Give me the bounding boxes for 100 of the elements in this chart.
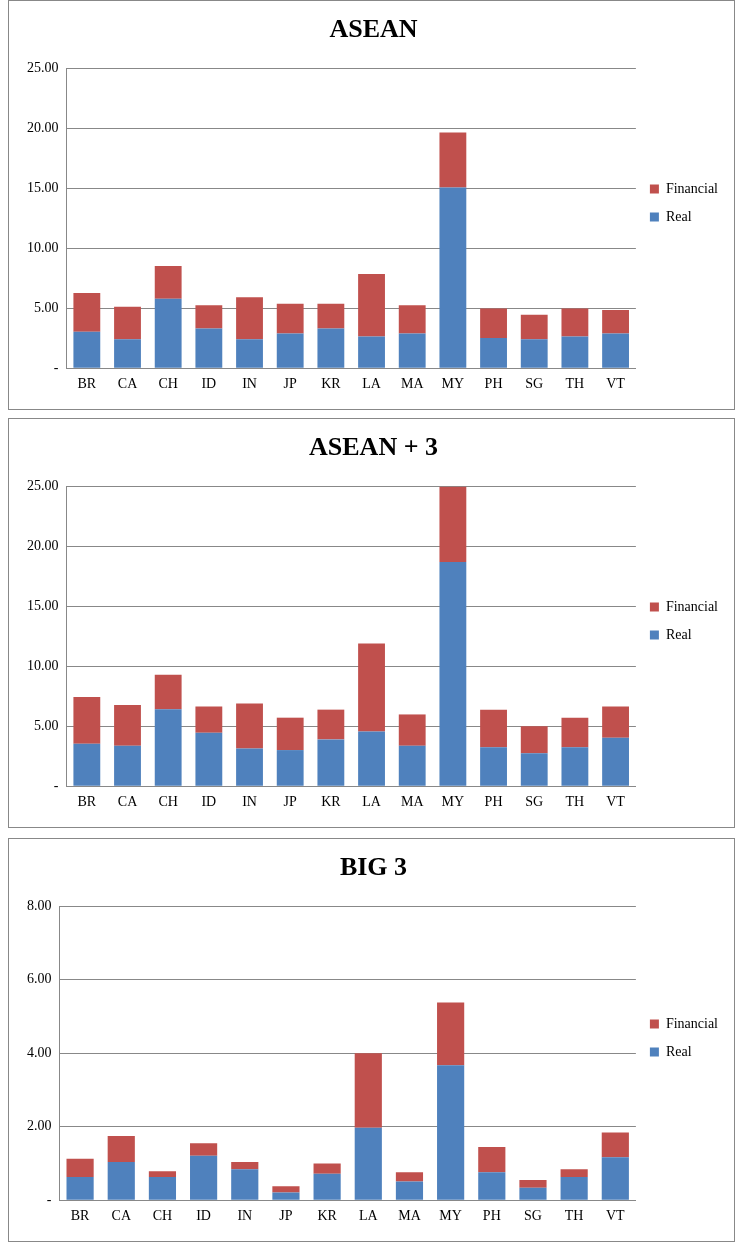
y-tick-label: 25.00 [27,477,59,493]
x-tick-label: CH [152,1208,173,1224]
bar [114,306,141,340]
bar [114,339,141,368]
x-tick-label: ID [196,1208,211,1224]
y-tick-label: 4.00 [27,1044,52,1060]
y-tick-label: 15.00 [27,179,59,195]
bar [195,732,223,786]
y-tick-label: 20.00 [27,537,59,553]
bar [107,1135,135,1162]
bar [231,1161,259,1170]
legend-label: Real [665,626,692,642]
bar [439,561,467,786]
x-tick-label: VT [605,1208,626,1224]
x-tick-label: VT [606,794,626,810]
bar [478,1146,506,1173]
bar [480,338,507,368]
bar [358,274,385,337]
bar [398,714,426,746]
bar [398,305,426,334]
bar [114,745,141,786]
bar [317,328,345,368]
x-tick-label: TH [565,794,585,810]
bar [520,339,548,368]
bar [195,328,223,368]
bar [602,310,629,334]
chart-title: ASEAN + 3 [309,432,438,462]
x-tick-label: ID [201,376,217,392]
bar [231,1169,259,1200]
bar [519,1179,547,1188]
bar [520,753,548,786]
bar [236,748,263,786]
x-tick-label: MY [439,1208,462,1224]
bar [276,750,304,786]
x-tick-label: MY [441,376,465,392]
bar [272,1192,300,1200]
y-tick-label: - [46,1191,52,1207]
bar [195,305,223,329]
x-tick-label: LA [362,376,382,392]
bar [439,187,467,368]
chart-title: ASEAN [329,14,418,44]
bar [148,1177,177,1200]
y-tick-label: 8.00 [27,897,52,913]
x-tick-label: PH [482,1208,501,1224]
bar [354,1127,382,1200]
bar [154,709,182,786]
legend-label: Real [665,1043,692,1059]
x-tick-label: TH [565,376,585,392]
bar [276,717,304,751]
bar [317,739,345,786]
x-tick-label: KR [317,1208,338,1224]
x-tick-label: BR [70,1208,91,1224]
bar [190,1155,218,1200]
bar [313,1163,341,1174]
bar [601,1132,629,1158]
bar [395,1181,424,1200]
bar [276,303,304,334]
bar [66,1177,94,1200]
bar [480,709,507,748]
x-tick-label: ID [201,794,217,810]
bar [439,486,467,562]
x-tick-label: MY [441,794,465,810]
bar [272,1186,300,1193]
bar [73,743,101,786]
x-tick-label: CA [117,794,139,810]
bar [154,674,182,710]
y-tick-label: 5.00 [34,717,59,733]
bar [317,303,345,329]
bar [601,1157,629,1200]
x-tick-label: BR [77,376,97,392]
y-tick-label: - [53,777,59,793]
x-tick-label: MA [398,1208,422,1224]
bar [148,1171,177,1178]
bar [478,1172,506,1200]
x-tick-label: IN [242,794,257,810]
bar [358,336,385,368]
legend-label: Financial [665,180,719,196]
bar [560,1169,588,1178]
y-tick-label: 20.00 [27,119,59,135]
x-tick-label: PH [484,376,503,392]
bar [276,333,304,368]
bar [561,336,589,368]
bar [236,297,263,340]
x-tick-label: BR [77,794,97,810]
x-tick-label: CA [117,376,139,392]
bar [561,308,589,337]
x-tick-label: MA [400,376,425,392]
bar [520,314,548,340]
bar [236,703,263,749]
bar [519,1187,547,1200]
bar [354,1053,382,1128]
bar [358,731,385,786]
bar [73,292,101,332]
bar [602,706,629,738]
x-tick-label: TH [564,1208,584,1224]
x-tick-label: SG [525,794,544,810]
y-tick-label: 5.00 [34,299,59,315]
x-tick-label: PH [484,794,503,810]
y-tick-label: 2.00 [27,1118,52,1134]
bar [236,339,263,368]
